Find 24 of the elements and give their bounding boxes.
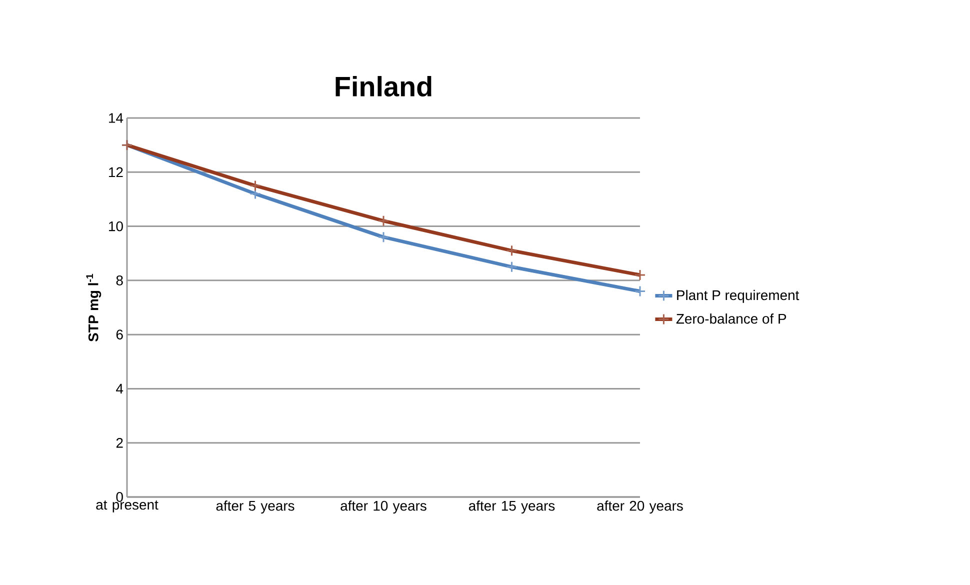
y-tick-label: 4	[116, 384, 124, 394]
y-tick-label: 6	[116, 330, 123, 340]
x-tick-label: after 15 years	[468, 500, 555, 514]
x-tick-label: after 20 years	[597, 500, 683, 514]
point	[506, 261, 518, 273]
point	[378, 215, 390, 227]
y-tick-label: 10	[109, 221, 123, 232]
y-tick-label: 0	[116, 492, 123, 502]
x-tick-label: after 10 years	[340, 500, 426, 514]
legend-label: Zero-balance of P	[676, 313, 786, 324]
point	[378, 231, 390, 243]
legend-label: Plant P requirement	[677, 290, 800, 303]
point	[634, 286, 646, 297]
y-tick-label: 12	[109, 167, 123, 178]
point	[506, 244, 518, 256]
y-tick-label: 2	[116, 438, 123, 448]
x-tick-label: at present	[96, 500, 158, 512]
chart-title: Finland	[336, 76, 432, 96]
y-tick-label: 14	[109, 113, 124, 123]
x-tick-label: after 5 years	[216, 500, 294, 514]
point	[634, 269, 646, 281]
point	[250, 180, 261, 192]
y-tick-label: 8	[116, 275, 123, 286]
y-axis-title: STP mg l$^{-1}$	[86, 274, 102, 342]
